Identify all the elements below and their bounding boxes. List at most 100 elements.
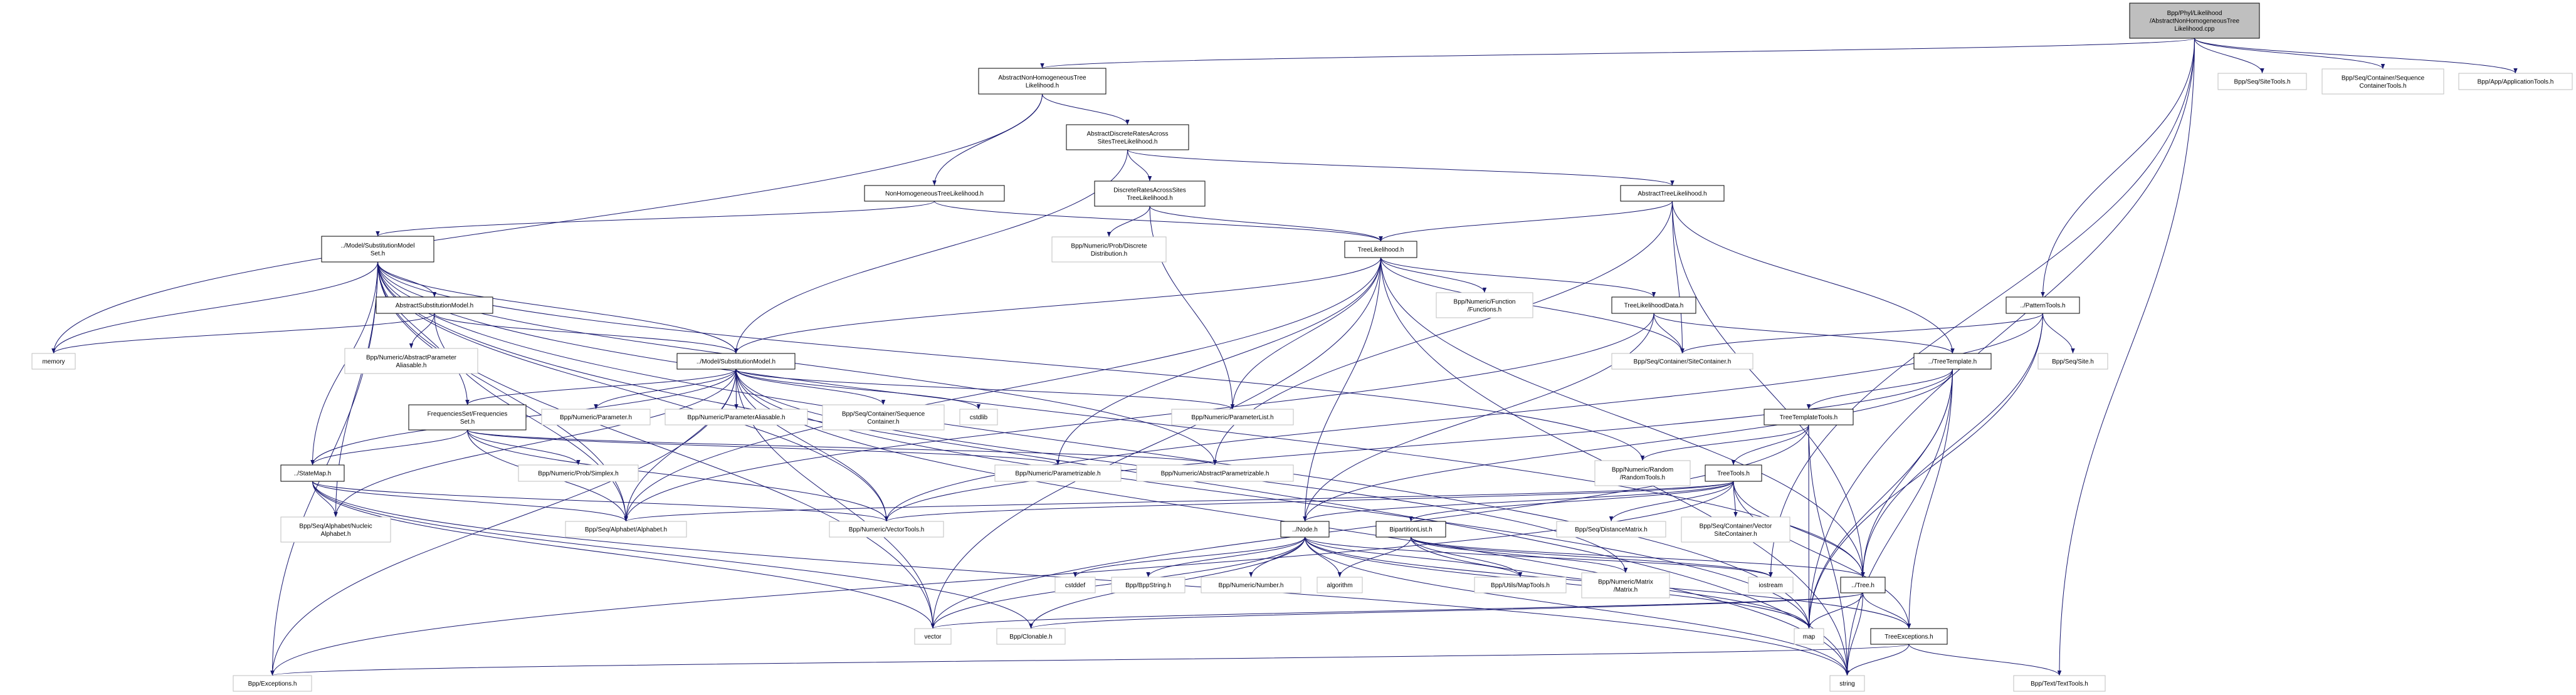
node-patterntools[interactable]: ../PatternTools.h <box>2006 296 2080 314</box>
node-label: Bpp/Numeric/Function <box>1454 298 1516 305</box>
edge-drastl-to-discdist <box>1107 206 1150 238</box>
edge-treetemplate-to-ttt <box>1806 368 1953 410</box>
node-apptools: Bpp/App/ApplicationTools.h <box>2458 73 2573 90</box>
edge-smset-to-absparametrizable <box>377 261 1217 466</box>
edge-tldata-to-sitecont <box>1653 313 1685 354</box>
node-box <box>1201 577 1301 593</box>
edge-bipartition-to-maptools <box>1411 536 1523 578</box>
edge-atl-to-treetemplate <box>1672 201 1955 354</box>
edge-patterntools-to-vectortools <box>884 313 2043 522</box>
node-discdist: Bpp/Numeric/Prob/Discrete Distribution.h <box>1051 236 1167 263</box>
node-label: ../Model/SubstitutionModel <box>341 243 415 249</box>
node-bipartition[interactable]: BipartitionList.h <box>1375 521 1446 538</box>
node-label: Bpp/Seq/Container/Sequence <box>2342 75 2425 81</box>
node-tldata[interactable]: TreeLikelihoodData.h <box>1611 296 1696 314</box>
edge-freqset-to-parametrizable <box>467 429 1060 466</box>
node-box <box>996 628 1066 645</box>
node-treetools[interactable]: TreeTools.h <box>1705 464 1762 482</box>
node-label: Bpp/Seq/SiteTools.h <box>2234 79 2290 86</box>
edge-sm-to-seqcont <box>735 368 886 405</box>
node-treetemplate[interactable]: ../TreeTemplate.h <box>1913 353 1992 370</box>
node-box <box>1705 464 1762 482</box>
node-parameter: Bpp/Numeric/Parameter.h <box>541 409 651 426</box>
edge-drastl-to-treelik <box>1149 206 1383 242</box>
node-label: /Matrix.h <box>1614 587 1638 593</box>
node-box <box>2013 675 2106 692</box>
node-label: AbstractDiscreteRatesAcross <box>1086 130 1168 137</box>
edge-treelik-to-node <box>1303 257 1381 522</box>
edge-node-to-iostream <box>1305 536 1773 578</box>
node-box <box>1436 292 1533 318</box>
node-label: NonHomogeneousTreeLikelihood.h <box>885 191 984 197</box>
node-statemap[interactable]: ../StateMap.h <box>280 464 345 482</box>
edge-atl-to-absparametrizable <box>1212 201 1673 466</box>
node-atl[interactable]: AbstractTreeLikelihood.h <box>1620 185 1725 202</box>
node-label: Bpp/Utils/MapTools.h <box>1491 582 1550 589</box>
node-label: Bpp/Numeric/VectorTools.h <box>849 526 925 533</box>
node-site: Bpp/Seq/Site.h <box>2037 353 2108 370</box>
edge-patterntools-to-site <box>2042 313 2075 354</box>
node-node[interactable]: ../Node.h <box>1280 521 1330 538</box>
node-box <box>408 404 527 431</box>
node-label: AbstractNonHomogeneousTree <box>998 75 1086 81</box>
node-box <box>1066 124 1189 150</box>
node-box <box>1620 185 1725 202</box>
node-ttt[interactable]: TreeTemplateTools.h <box>1764 409 1854 426</box>
node-simplex: Bpp/Numeric/Prob/Simplex.h <box>518 464 639 482</box>
edge-treetools-to-treeexc <box>1733 481 1911 629</box>
node-box <box>2006 296 2080 314</box>
node-sm[interactable]: ../Model/SubstitutionModel.h <box>676 353 796 370</box>
node-box <box>1681 516 1790 543</box>
node-nonhomtl[interactable]: NonHomogeneousTreeLikelihood.h <box>864 185 1005 202</box>
edge-atl-to-tree <box>1672 201 1865 578</box>
edge-node-to-algorithm <box>1305 536 1342 578</box>
edge-nonhomtl-to-smset <box>376 201 935 237</box>
node-adras[interactable]: AbstractDiscreteRatesAcrossSitesTreeLike… <box>1066 124 1189 150</box>
edge-node-to-string <box>1305 536 1849 676</box>
node-maptools: Bpp/Utils/MapTools.h <box>1474 577 1567 593</box>
edge-treetools-to-alphabet <box>624 481 1734 522</box>
edge-root-to-patterntools <box>2041 38 2195 298</box>
node-freqset[interactable]: FrequenciesSet/Frequencies Set.h <box>408 404 527 431</box>
node-matrix: Bpp/Numeric/Matrix/Matrix.h <box>1581 572 1670 598</box>
node-texttools: Bpp/Text/TextTools.h <box>2013 675 2106 692</box>
edge-bipartition-to-algorithm <box>1337 536 1411 578</box>
node-label: /RandomTools.h <box>1620 474 1665 481</box>
edge-root-to-map <box>1807 38 2195 629</box>
node-seqcont: Bpp/Seq/Container/Sequence Container.h <box>822 404 945 431</box>
node-label: TreeLikelihood.h <box>1358 247 1404 254</box>
node-label: FrequenciesSet/Frequencies <box>428 410 508 417</box>
node-clonable: Bpp/Clonable.h <box>996 628 1066 645</box>
node-label: Bpp/Numeric/AbstractParameter <box>366 354 457 361</box>
edge-treetools-to-tree <box>1733 481 1865 578</box>
node-box <box>1840 577 1886 593</box>
edge-sm-to-cstdlib <box>735 368 981 410</box>
node-sitetools: Bpp/Seq/SiteTools.h <box>2217 73 2307 90</box>
node-label: cstddef <box>1065 582 1085 589</box>
node-label: Bpp/Seq/Alphabet/Nucleic <box>299 523 372 530</box>
node-memory: memory <box>31 353 76 370</box>
node-box <box>565 521 687 538</box>
node-treeexc[interactable]: TreeExceptions.h <box>1870 628 1948 645</box>
node-treelik[interactable]: TreeLikelihood.h <box>1344 241 1417 258</box>
edge-smset-to-abssm <box>377 261 437 298</box>
node-seqconttools: Bpp/Seq/Container/Sequence ContainerTools… <box>2321 68 2444 95</box>
node-root[interactable]: Bpp/Phyl/Likelihood/AbstractNonHomogeneo… <box>2129 3 2260 39</box>
node-box <box>864 185 1005 202</box>
node-label: Bpp/Numeric/Parameter.h <box>560 414 632 421</box>
node-abssm[interactable]: AbstractSubstitutionModel.h <box>376 296 493 314</box>
node-box <box>1611 353 1753 370</box>
node-vector: vector <box>914 628 952 645</box>
edge-freqset-to-absparametrizable <box>467 429 1217 466</box>
edge-anhtl-to-memory <box>51 93 1043 354</box>
edge-anhtl-to-nonhomtl <box>932 93 1043 186</box>
node-label: Bpp/BppString.h <box>1125 582 1171 589</box>
edge-root-to-sitetools <box>2194 38 2264 74</box>
node-label: Set.h <box>371 250 385 257</box>
node-label: Bpp/Numeric/Prob/Discrete <box>1071 243 1147 249</box>
node-tree[interactable]: ../Tree.h <box>1840 577 1886 593</box>
node-label: TreeLikelihoodData.h <box>1624 303 1684 310</box>
